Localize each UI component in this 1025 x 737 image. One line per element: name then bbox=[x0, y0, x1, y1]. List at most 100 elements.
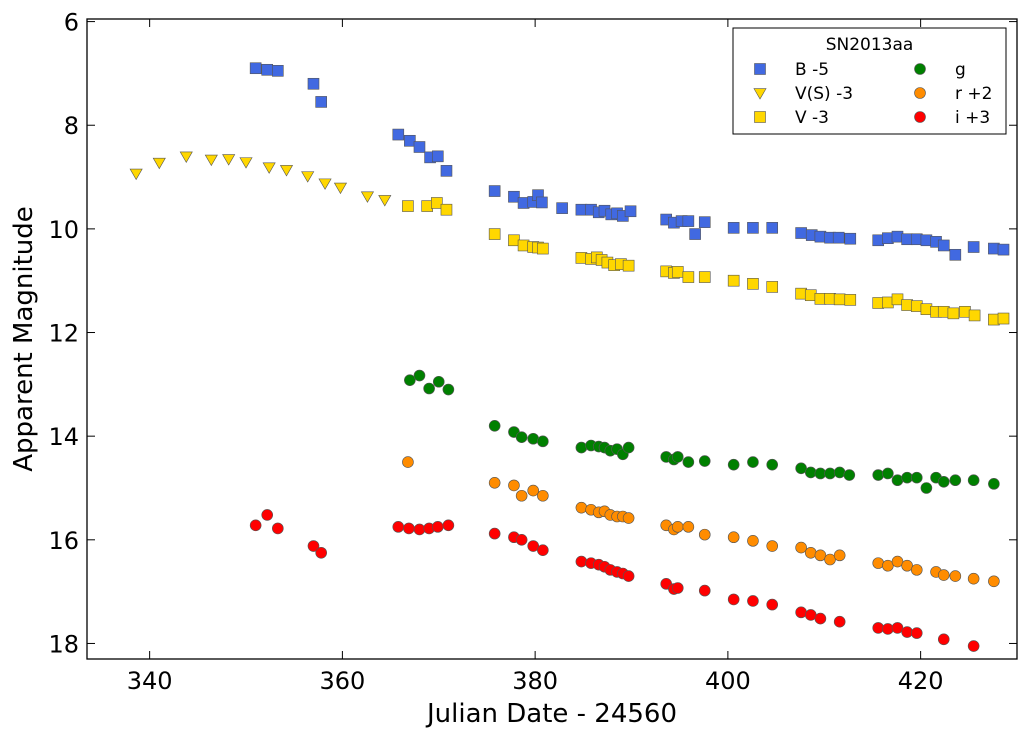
data-point bbox=[315, 96, 327, 108]
data-point bbox=[937, 475, 950, 488]
data-point bbox=[622, 570, 635, 582]
data-point bbox=[920, 482, 933, 494]
data-point bbox=[488, 228, 501, 240]
data-point bbox=[413, 369, 426, 382]
data-point bbox=[901, 559, 913, 572]
data-point bbox=[910, 471, 923, 484]
data-point bbox=[402, 200, 414, 212]
data-point bbox=[814, 612, 827, 625]
legend-label: V(S) -3 bbox=[795, 84, 853, 104]
data-point bbox=[279, 165, 294, 177]
data-points-layer bbox=[129, 62, 1010, 652]
series-v-3 bbox=[402, 197, 1010, 326]
data-point bbox=[442, 519, 455, 532]
legend-entry: r +2 bbox=[914, 84, 992, 104]
data-point bbox=[431, 197, 443, 209]
data-point bbox=[413, 523, 426, 536]
y-tick-label: 12 bbox=[48, 320, 79, 348]
data-point bbox=[318, 178, 332, 190]
data-point bbox=[515, 431, 528, 444]
data-point bbox=[689, 228, 701, 240]
data-point bbox=[537, 544, 549, 556]
data-point bbox=[901, 626, 913, 638]
data-point bbox=[882, 559, 894, 572]
data-point bbox=[872, 469, 885, 481]
y-tick-label: 10 bbox=[48, 216, 79, 244]
series-v-s-3 bbox=[129, 151, 392, 207]
series-g bbox=[404, 369, 1000, 494]
data-point bbox=[949, 570, 962, 582]
data-point bbox=[249, 519, 262, 532]
data-point bbox=[378, 195, 392, 207]
data-point bbox=[804, 546, 817, 559]
x-tick-label: 400 bbox=[705, 667, 751, 695]
legend-marker bbox=[914, 111, 926, 123]
data-point bbox=[392, 521, 405, 533]
legend-box bbox=[732, 27, 1007, 135]
data-point bbox=[891, 555, 904, 568]
data-point bbox=[432, 375, 445, 388]
data-point bbox=[404, 374, 416, 386]
data-point bbox=[795, 462, 807, 475]
data-point bbox=[179, 151, 193, 163]
data-point bbox=[727, 222, 740, 234]
data-point bbox=[766, 222, 779, 234]
data-point bbox=[832, 231, 845, 244]
data-point bbox=[804, 466, 817, 479]
data-point bbox=[272, 522, 284, 535]
data-point bbox=[556, 202, 568, 214]
x-tick-label: 340 bbox=[127, 667, 173, 695]
x-tick-label: 360 bbox=[319, 667, 365, 695]
data-point bbox=[413, 141, 426, 153]
series-r-2 bbox=[402, 456, 1000, 588]
data-point bbox=[833, 549, 846, 562]
data-point bbox=[488, 185, 501, 197]
data-point bbox=[882, 467, 894, 480]
data-point bbox=[988, 478, 1000, 490]
tick-labels-layer: 340 360 380 400 420 6 8 10 12 14 16 18 bbox=[48, 9, 943, 695]
data-point bbox=[844, 294, 857, 306]
data-point bbox=[937, 569, 950, 581]
data-point bbox=[262, 162, 276, 174]
legend-label: i +3 bbox=[955, 108, 990, 128]
data-point bbox=[537, 242, 549, 255]
legend: SN2013aa B -5 V(S) -3 V -3 g r +2 i +3 bbox=[732, 27, 1007, 135]
data-point bbox=[671, 451, 684, 463]
data-point bbox=[747, 278, 759, 290]
data-point bbox=[824, 553, 836, 566]
data-point bbox=[891, 474, 904, 487]
data-point bbox=[527, 432, 540, 445]
legend-marker bbox=[754, 111, 766, 123]
legend-label: B -5 bbox=[795, 60, 829, 80]
data-point bbox=[315, 546, 327, 559]
data-point bbox=[515, 534, 528, 546]
data-point bbox=[575, 501, 588, 514]
data-point bbox=[747, 595, 759, 607]
x-tick-label: 420 bbox=[898, 667, 944, 695]
data-point bbox=[910, 564, 923, 576]
data-point bbox=[682, 271, 695, 283]
data-point bbox=[392, 128, 405, 141]
data-point bbox=[261, 509, 274, 521]
data-point bbox=[307, 77, 320, 90]
legend-marker bbox=[914, 63, 926, 75]
data-point bbox=[747, 535, 759, 547]
legend-entries: B -5 V(S) -3 V -3 g r +2 i +3 bbox=[753, 60, 992, 128]
data-point bbox=[360, 191, 375, 203]
data-point bbox=[682, 456, 695, 468]
data-point bbox=[766, 458, 779, 471]
data-point bbox=[515, 489, 528, 502]
data-point bbox=[527, 540, 540, 552]
y-tick-label: 6 bbox=[64, 9, 79, 37]
data-point bbox=[833, 615, 846, 628]
data-point bbox=[698, 455, 711, 467]
data-point bbox=[222, 154, 236, 166]
data-point bbox=[814, 549, 827, 562]
data-point bbox=[307, 540, 320, 552]
data-point bbox=[997, 312, 1010, 325]
data-point bbox=[404, 134, 416, 147]
legend-label: V -3 bbox=[795, 108, 829, 128]
data-point bbox=[622, 512, 635, 524]
data-point bbox=[488, 420, 501, 432]
data-point bbox=[249, 62, 262, 75]
